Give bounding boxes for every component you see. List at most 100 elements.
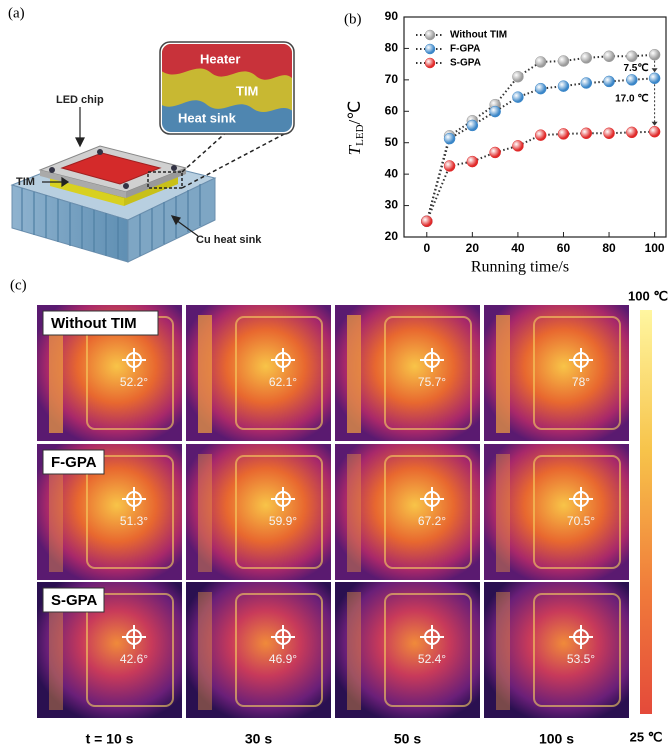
data-point xyxy=(581,52,592,63)
thermal-image: 59.9° xyxy=(186,444,331,580)
temperature-label: 52.2° xyxy=(120,375,148,389)
y-tick-label: 30 xyxy=(385,198,399,212)
temperature-label: 46.9° xyxy=(269,652,297,666)
panel-label: (b) xyxy=(344,11,362,27)
data-point xyxy=(626,74,637,85)
data-point xyxy=(649,49,660,60)
arrow-head xyxy=(652,122,658,126)
data-point xyxy=(421,216,432,227)
data-point xyxy=(649,126,660,137)
thermal-image: 52.4° xyxy=(335,582,480,718)
data-point xyxy=(512,140,523,151)
color-bar xyxy=(640,310,652,714)
figure: (a) (b) (c) xyxy=(0,0,670,752)
time-label: 30 s xyxy=(245,731,272,747)
temperature-label: 52.4° xyxy=(418,652,446,666)
data-point xyxy=(490,147,501,158)
x-axis-label: Running time/s xyxy=(471,259,569,276)
data-point xyxy=(604,128,615,139)
plot-frame xyxy=(404,17,666,237)
scale-max-label: 100 ℃ xyxy=(628,288,668,303)
annotation: 7.5℃ xyxy=(623,63,648,74)
temperature-label: 67.2° xyxy=(418,514,446,528)
layer-label: Heater xyxy=(200,51,240,66)
temperature-label: 62.1° xyxy=(269,375,297,389)
data-point xyxy=(558,56,569,67)
data-point xyxy=(444,160,455,171)
data-point xyxy=(535,130,546,141)
legend-label: F-GPA xyxy=(450,44,480,55)
time-label: 50 s xyxy=(394,731,421,747)
data-point xyxy=(604,51,615,62)
series-line xyxy=(427,132,655,222)
y-axis-label-sub: LED xyxy=(354,124,366,145)
data-point xyxy=(535,83,546,94)
legend-marker xyxy=(425,58,435,68)
component-label: TIM xyxy=(16,176,35,188)
thermal-image: 62.1° xyxy=(186,305,331,441)
device-edge xyxy=(347,454,361,572)
y-tick-label: 40 xyxy=(385,166,399,180)
x-tick-label: 0 xyxy=(423,241,430,255)
panel-label: (a) xyxy=(8,5,25,21)
device-edge xyxy=(496,315,510,433)
data-point xyxy=(535,56,546,67)
data-point xyxy=(490,106,501,117)
layer-label: TIM xyxy=(236,83,258,98)
legend-label: S-GPA xyxy=(450,58,481,69)
row-label: S-GPA xyxy=(51,592,98,609)
thermal-image: 78° xyxy=(484,305,629,441)
x-tick-label: 60 xyxy=(557,241,571,255)
device-edge xyxy=(198,592,212,710)
legend-label: Without TIM xyxy=(450,30,507,41)
y-tick-label: 60 xyxy=(385,103,399,117)
temperature-label: 42.6° xyxy=(120,652,148,666)
legend-marker xyxy=(425,30,435,40)
temperature-label: 53.5° xyxy=(567,652,595,666)
data-point xyxy=(444,133,455,144)
temperature-label: 70.5° xyxy=(567,514,595,528)
temperature-label: 51.3° xyxy=(120,514,148,528)
device-diagram: Heater TIM Heat sink LED chip TIM Cu hea… xyxy=(12,42,294,262)
y-tick-label: 90 xyxy=(385,9,399,23)
thermal-image: 67.2° xyxy=(335,444,480,580)
data-point xyxy=(558,128,569,139)
temperature-label: 78° xyxy=(572,375,590,389)
data-point xyxy=(467,120,478,131)
thermal-image: 70.5° xyxy=(484,444,629,580)
y-tick-label: 50 xyxy=(385,135,399,149)
device-edge xyxy=(347,315,361,433)
annotation: 17.0 ℃ xyxy=(615,94,648,105)
y-tick-label: 20 xyxy=(385,229,399,243)
data-point xyxy=(649,73,660,84)
y-tick-label: 80 xyxy=(385,41,399,55)
device-edge xyxy=(496,454,510,572)
x-tick-label: 100 xyxy=(645,241,665,255)
row-label: Without TIM xyxy=(51,315,137,332)
device-edge xyxy=(347,592,361,710)
data-point xyxy=(512,71,523,82)
panel-label: (c) xyxy=(10,277,27,293)
data-point xyxy=(512,92,523,103)
data-point xyxy=(626,51,637,62)
x-tick-label: 80 xyxy=(602,241,616,255)
data-point xyxy=(604,76,615,87)
component-label: Cu heat sink xyxy=(196,234,262,246)
scale-min-label: 25 ℃ xyxy=(630,729,663,744)
y-axis-label-unit: /℃ xyxy=(345,101,364,125)
thermal-image: 53.5° xyxy=(484,582,629,718)
temperature-label: 75.7° xyxy=(418,375,446,389)
component-label: LED chip xyxy=(56,94,104,106)
time-label: t = 10 s xyxy=(86,731,134,747)
thermal-image: 75.7° xyxy=(335,305,480,441)
x-tick-label: 20 xyxy=(466,241,480,255)
data-point xyxy=(558,81,569,92)
x-tick-label: 40 xyxy=(511,241,525,255)
time-label: 100 s xyxy=(539,731,574,747)
device-edge xyxy=(198,315,212,433)
data-point xyxy=(626,127,637,138)
data-point xyxy=(467,156,478,167)
thermal-image: 46.9° xyxy=(186,582,331,718)
layer-label: Heat sink xyxy=(178,110,237,125)
temperature-label: 59.9° xyxy=(269,514,297,528)
